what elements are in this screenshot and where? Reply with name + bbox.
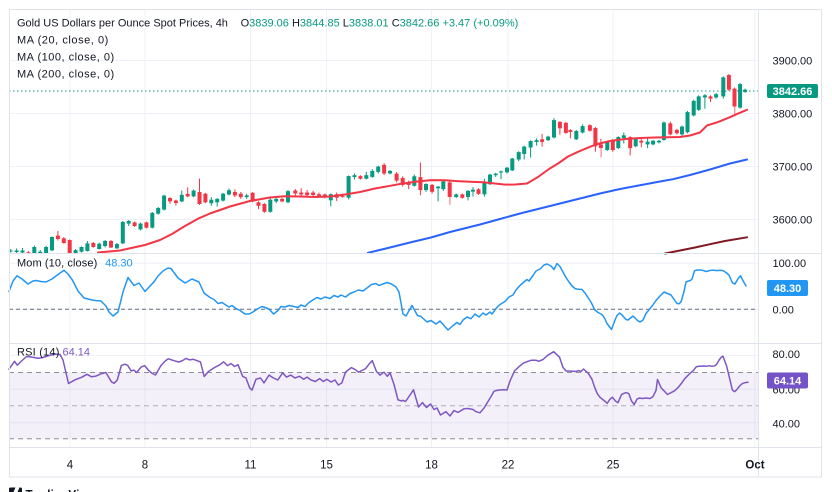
svg-text:Oct: Oct (745, 459, 764, 471)
svg-text:4: 4 (67, 459, 74, 471)
svg-text:RSI (14): RSI (14) (17, 347, 60, 359)
svg-text:3842.66: 3842.66 (773, 86, 813, 98)
svg-text:3900.00: 3900.00 (773, 56, 813, 68)
svg-text:3800.00: 3800.00 (773, 109, 813, 121)
svg-text:MA (200, close, 0): MA (200, close, 0) (17, 69, 115, 81)
svg-text:48.30: 48.30 (105, 258, 133, 270)
svg-text:MA (100, close, 0): MA (100, close, 0) (17, 52, 115, 64)
svg-text:22: 22 (502, 459, 515, 471)
svg-text:100.00: 100.00 (773, 258, 807, 270)
svg-text:40.00: 40.00 (773, 418, 801, 430)
svg-text:80.00: 80.00 (773, 349, 801, 361)
svg-text:64.14: 64.14 (774, 376, 802, 388)
svg-text:O3839.06 H3844.85 L3838.01 C38: O3839.06 H3844.85 L3838.01 C3842.66 +3.4… (241, 18, 519, 30)
svg-text:64.14: 64.14 (63, 347, 91, 359)
svg-text:TradingView: TradingView (26, 490, 96, 492)
svg-text:Gold US Dollars per Ounce Spot: Gold US Dollars per Ounce Spot Prices, 4… (17, 18, 228, 30)
svg-text:8: 8 (142, 459, 148, 471)
svg-text:3600.00: 3600.00 (773, 215, 813, 227)
svg-text:18: 18 (425, 459, 438, 471)
svg-text:Mom (10, close): Mom (10, close) (17, 258, 97, 270)
svg-text:MA (20, close, 0): MA (20, close, 0) (17, 35, 109, 47)
svg-text:15: 15 (320, 459, 333, 471)
svg-text:3700.00: 3700.00 (773, 162, 813, 174)
svg-text:11: 11 (245, 459, 257, 471)
svg-text:25: 25 (607, 459, 620, 471)
svg-text:0.00: 0.00 (773, 304, 794, 316)
svg-text:48.30: 48.30 (774, 283, 802, 295)
